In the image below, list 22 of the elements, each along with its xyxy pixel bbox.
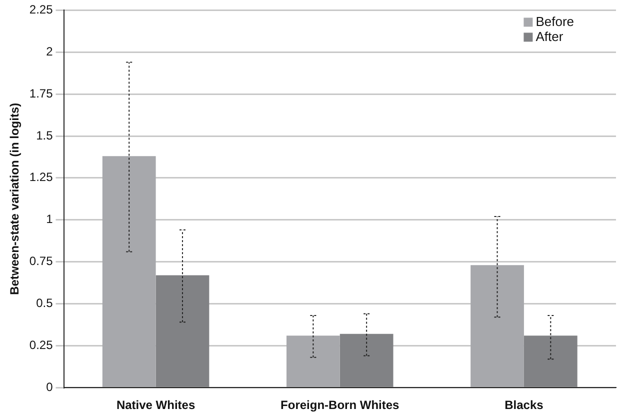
y-tick-label: 1 bbox=[46, 212, 54, 226]
bar bbox=[156, 275, 210, 387]
y-tick-label: 2.25 bbox=[29, 2, 54, 17]
x-tick-label: Blacks bbox=[504, 398, 544, 412]
bar bbox=[102, 156, 156, 387]
bar bbox=[470, 265, 524, 387]
legend-label: Before bbox=[536, 14, 574, 29]
y-tick-label: 1.5 bbox=[36, 128, 54, 142]
y-tick-label: 2 bbox=[46, 44, 54, 58]
y-tick-label: 0.25 bbox=[29, 338, 54, 352]
x-tick-label: Foreign-Born Whites bbox=[280, 398, 400, 412]
bar bbox=[286, 336, 340, 387]
y-tick-label: 0 bbox=[46, 380, 54, 394]
y-tick-label: 0.5 bbox=[36, 296, 54, 310]
bar bbox=[340, 334, 394, 387]
y-tick-label: 0.75 bbox=[29, 254, 54, 268]
y-tick-label: 1.25 bbox=[29, 170, 54, 184]
legend-label: After bbox=[536, 28, 564, 44]
bar bbox=[524, 336, 578, 387]
y-axis-title: Between-state variation (in logits) bbox=[8, 102, 22, 295]
x-tick-label: Native Whites bbox=[116, 398, 196, 412]
y-tick-label: 1.75 bbox=[29, 86, 54, 100]
